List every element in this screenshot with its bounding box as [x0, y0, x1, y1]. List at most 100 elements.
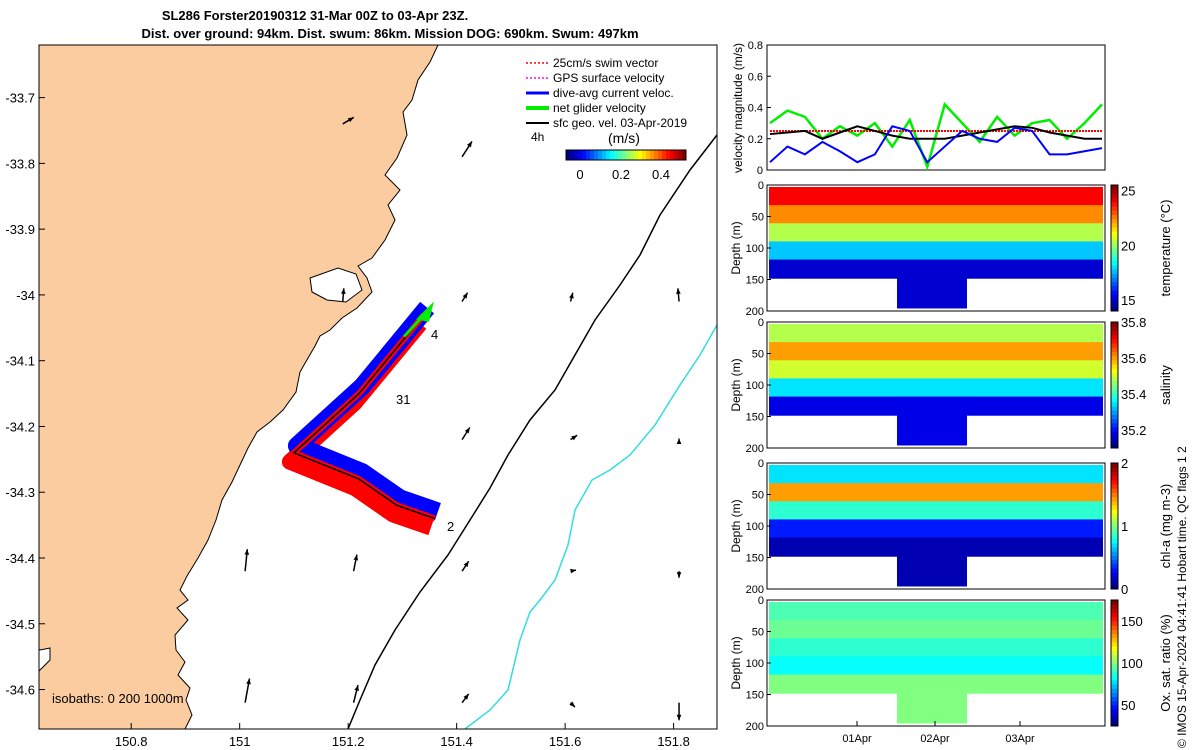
section-colorbar-cell	[1111, 273, 1118, 278]
section-ylabel: Depth (m)	[729, 221, 743, 274]
section-colorbar-cell	[1111, 385, 1118, 390]
section-colorbar-cell	[1111, 239, 1118, 245]
section-colorbar-cell	[1111, 277, 1118, 283]
depth-tick-label: 150	[746, 275, 764, 287]
section-colorbar-cell	[1111, 563, 1118, 569]
section-colorbar-cell	[1111, 406, 1118, 411]
section-colorbar-cell	[1111, 663, 1118, 668]
depth-tick-label: 150	[746, 690, 764, 702]
land-mass	[39, 45, 439, 729]
map-ytick-label: -34.6	[5, 683, 35, 698]
map-xtick-label: 151.8	[657, 734, 690, 749]
section-ylabel: Depth (m)	[729, 499, 743, 552]
section-colorbar-cell	[1111, 222, 1118, 228]
legend-label-swim: 25cm/s swim vector	[553, 56, 658, 70]
section-depth-band	[769, 674, 1103, 694]
section-colorbar-label: chl-a (mg m-3)	[1158, 484, 1173, 569]
sfc-geo-velocity-arrow	[676, 571, 682, 578]
section-colorbar-tick: 20	[1121, 238, 1135, 253]
section-colorbar-frame	[1110, 462, 1119, 590]
section-colorbar-cell	[1111, 252, 1118, 257]
colorbar-cell	[594, 150, 599, 160]
section-colorbar-frame	[1110, 599, 1119, 727]
velocity-panel: 0 0.2 0.4 0.6 0.8 velocity magnitude (m/s)	[731, 40, 1106, 177]
section-colorbar-cell	[1111, 422, 1118, 428]
sfc-geo-velocity-arrow	[569, 292, 574, 302]
colorbar-cell	[670, 150, 675, 160]
colorbar-cell	[678, 150, 683, 160]
section-colorbar-cell	[1111, 679, 1118, 685]
date-tick-label: 03Apr	[1005, 733, 1035, 745]
section-deep-dive	[897, 412, 967, 446]
depth-tick-label: 50	[752, 349, 764, 361]
velocity-ytick-label: 0.6	[748, 71, 763, 83]
map-xtick-label: 151.4	[440, 734, 473, 749]
section-depth-band	[769, 638, 1103, 658]
section-depth-band	[769, 483, 1103, 503]
velocity-series-line	[769, 125, 1103, 164]
colorbar-cell	[566, 150, 571, 160]
sfc-geo-velocity-arrow	[570, 434, 578, 441]
legend-label-dive: dive-avg current veloc.	[553, 86, 674, 100]
map-colorbar: 4h (m/s) 0 0.2 0.4	[531, 130, 687, 182]
colorbar-cell	[642, 150, 647, 160]
velocity-ytick-label: 0.8	[748, 40, 763, 52]
map-ytick-label: -33.8	[5, 156, 35, 171]
section-colorbar-cell	[1111, 364, 1118, 369]
track-line	[293, 314, 436, 520]
colorbar-cell	[574, 150, 579, 160]
section-colorbar-cell	[1111, 393, 1118, 399]
section-colorbar-cell	[1111, 368, 1118, 373]
section-depth-band	[769, 205, 1103, 225]
section-colorbar-cell	[1111, 302, 1118, 308]
section-depth-band	[769, 396, 1103, 416]
section-colorbar-cell	[1111, 692, 1118, 698]
depth-tick-label: 0	[758, 595, 764, 607]
section-colorbar-tick: 35.8	[1121, 315, 1146, 330]
section-colorbar-cell	[1111, 700, 1118, 706]
section-colorbar-cell	[1111, 380, 1118, 386]
colorbar-cell	[658, 150, 663, 160]
sfc-geo-velocity-arrow	[570, 568, 577, 574]
section-colorbar-cell	[1111, 675, 1118, 681]
map-ytick-label: -34.5	[5, 617, 35, 632]
depth-tick-label: 0	[758, 180, 764, 192]
section-colorbar-cell	[1111, 439, 1118, 445]
section-colorbar-cell	[1111, 306, 1118, 312]
section-colorbar-cell	[1111, 355, 1118, 361]
section-colorbar-cell	[1111, 696, 1118, 702]
sfc-geo-velocity-arrow	[676, 288, 681, 302]
colorbar-title: (m/s)	[608, 130, 640, 146]
section-colorbar-cell	[1111, 397, 1118, 403]
sfc-geo-velocity-arrow	[352, 554, 359, 572]
sfc-geo-velocity-arrow	[676, 438, 682, 445]
section-depth-band	[769, 324, 1103, 344]
section-colorbar-cell	[1111, 509, 1118, 514]
colorbar-cell	[582, 150, 587, 160]
map-ytick-label: -34.2	[5, 419, 35, 434]
colorbar-cell	[606, 150, 611, 160]
section-colorbar-cell	[1111, 410, 1118, 415]
date-tick-label: 02Apr	[920, 733, 950, 745]
section-colorbar-tick: 35.2	[1121, 423, 1146, 438]
section-colorbar-cell	[1111, 298, 1118, 304]
colorbar-cell	[602, 150, 607, 160]
section-colorbar-cell	[1111, 479, 1118, 485]
section-colorbar-cell	[1111, 322, 1118, 327]
section-colorbar-cell	[1111, 471, 1118, 477]
footer-text: © IMOS 15-Apr-2024 04:41:41 Hobart time.…	[1175, 446, 1189, 748]
section-colorbar-cell	[1111, 330, 1118, 336]
date-tick-label: 01Apr	[842, 733, 872, 745]
section-colorbar-cell	[1111, 658, 1118, 664]
section-depth-band	[769, 465, 1103, 485]
section-colorbar-cell	[1111, 389, 1118, 394]
map-y-axis: -33.7 -33.8 -33.9 -34 -34.1 -34.2 -34.3 -34.4 -3…	[5, 91, 45, 698]
glider-track	[281, 301, 441, 536]
section-colorbar-cell	[1111, 467, 1118, 472]
section-colorbar-cell	[1111, 517, 1118, 523]
section-colorbar-cell	[1111, 667, 1118, 672]
section-colorbar-cell	[1111, 709, 1118, 714]
section-panel: 0 50 100 150 200 Depth (m) 15 20 25 temperature (…	[729, 180, 1173, 318]
section-colorbar-cell	[1111, 256, 1118, 262]
colorbar-cell	[598, 150, 603, 160]
